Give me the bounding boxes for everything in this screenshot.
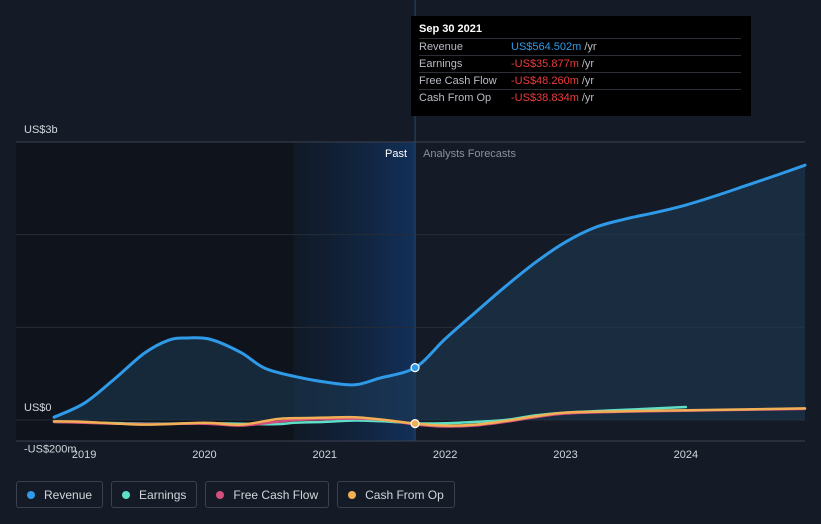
y-axis-label: US$3b bbox=[24, 124, 58, 136]
free-cash-flow-dot-icon bbox=[216, 490, 225, 499]
tooltip: Sep 30 2021 Revenue US$564.502m /yr Earn… bbox=[411, 16, 751, 116]
cash-from-op-dot-icon bbox=[348, 490, 357, 499]
tooltip-label: Earnings bbox=[419, 58, 463, 70]
tooltip-value: -US$35.877m bbox=[511, 58, 579, 70]
legend-item-revenue[interactable]: Revenue bbox=[16, 481, 104, 508]
x-tick-label: 2023 bbox=[553, 449, 577, 461]
legend-label: Revenue bbox=[44, 487, 93, 502]
tooltip-value: -US$38.834m bbox=[511, 92, 579, 104]
y-axis-label: US$0 bbox=[24, 402, 52, 414]
tooltip-label: Revenue bbox=[419, 41, 464, 53]
forecast-label: Analysts Forecasts bbox=[423, 148, 516, 160]
past-label: Past bbox=[385, 148, 407, 160]
earnings-dot-icon bbox=[122, 490, 131, 499]
x-tick-label: 2021 bbox=[313, 449, 337, 461]
legend-item-free-cash-flow[interactable]: Free Cash Flow bbox=[205, 481, 330, 508]
revenue-marker bbox=[410, 363, 420, 373]
revenue-dot-icon bbox=[27, 490, 35, 499]
tooltip-value: US$564.502m bbox=[511, 41, 582, 53]
legend-label: Cash From Op bbox=[365, 487, 444, 502]
legend-item-cash-from-op[interactable]: Cash From Op bbox=[337, 481, 455, 508]
tooltip-row-free-cash-flow: Free Cash Flow -US$48.260m /yr bbox=[419, 72, 741, 89]
tooltip-unit: /yr bbox=[581, 75, 595, 87]
tooltip-unit: /yr bbox=[584, 41, 597, 53]
legend: Revenue Earnings Free Cash Flow Cash Fro… bbox=[16, 481, 455, 508]
revenue-area bbox=[54, 165, 806, 420]
tooltip-unit: /yr bbox=[581, 58, 595, 70]
tooltip-unit: /yr bbox=[581, 92, 595, 104]
cash-from-op-marker bbox=[410, 419, 420, 429]
x-tick-label: 2022 bbox=[433, 449, 457, 461]
x-tick-label: 2020 bbox=[192, 449, 216, 461]
tooltip-row-cash-from-op: Cash From Op -US$38.834m /yr bbox=[419, 89, 741, 106]
x-tick-label: 2019 bbox=[72, 449, 96, 461]
y-axis-label: -US$200m bbox=[24, 444, 77, 456]
tooltip-label: Free Cash Flow bbox=[419, 75, 497, 87]
tooltip-value: -US$48.260m bbox=[511, 75, 579, 87]
tooltip-date: Sep 30 2021 bbox=[419, 23, 482, 35]
tooltip-row-earnings: Earnings -US$35.877m /yr bbox=[419, 55, 741, 72]
series-line-cash-from-op bbox=[52, 407, 807, 427]
tooltip-row-revenue: Revenue US$564.502m /yr bbox=[419, 38, 741, 55]
x-tick-label: 2024 bbox=[674, 449, 698, 461]
legend-label: Earnings bbox=[139, 487, 187, 502]
tooltip-label: Cash From Op bbox=[419, 92, 492, 104]
legend-label: Free Cash Flow bbox=[233, 487, 319, 502]
legend-item-earnings[interactable]: Earnings bbox=[111, 481, 198, 508]
